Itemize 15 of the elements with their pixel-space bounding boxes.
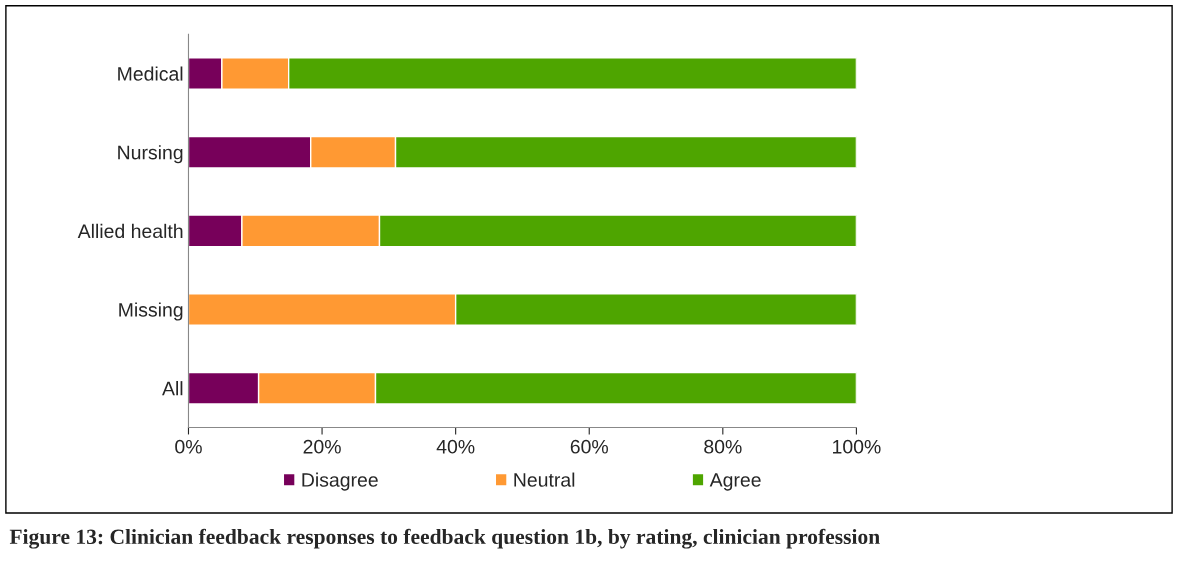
caption: Figure 13: Clinician feedback responses to feedback question 1b, by rating, clinician profession — [9, 528, 880, 549]
x-tick-label: 20% — [303, 439, 341, 454]
y-tick-label: Nursing — [118, 145, 183, 164]
x-tick-label: 0% — [175, 439, 202, 454]
legend-label: Neutral — [514, 472, 575, 487]
x-tick-label: 60% — [570, 439, 608, 454]
x-tick-label: 80% — [704, 439, 742, 454]
legend-label: Disagree — [302, 472, 378, 491]
y-tick-label: Allied health — [77, 223, 183, 239]
x-tick-label: 40% — [436, 439, 475, 454]
y-tick-label: Missing — [119, 302, 183, 321]
y-tick-label: Medical — [118, 66, 183, 81]
x-tick-label: 100% — [833, 439, 881, 454]
y-tick-label: All — [162, 381, 183, 396]
legend-label: Agree — [709, 473, 761, 491]
